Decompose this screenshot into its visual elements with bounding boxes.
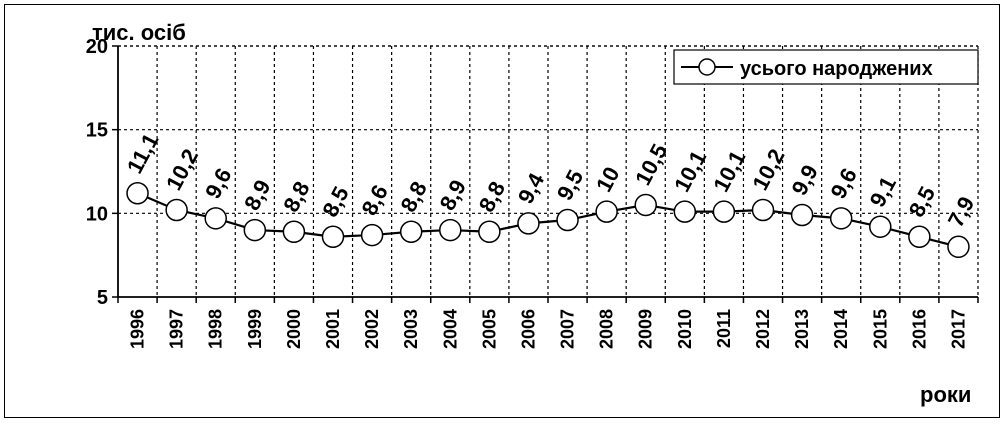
y-tick-labels: 5 10 15 20 [86,36,108,309]
x-tick-label: 1997 [167,309,187,349]
x-tick-label: 2000 [284,309,304,349]
data-point [478,220,501,243]
y-tick-label: 15 [86,120,108,142]
data-label: 9,1 [865,172,901,211]
data-label: 7,9 [943,192,979,231]
x-tick-label: 2001 [323,309,343,349]
x-tick-labels: 1996 1997 1998 1999 2000 2001 2002 2003 2004 2005… [128,309,969,349]
x-tick-label: 2016 [909,309,929,349]
data-point [439,218,462,242]
axes [112,45,979,303]
series-polyline [137,192,959,248]
data-label: 9,9 [786,161,822,200]
data-label: 9,6 [200,164,236,203]
data-point [360,223,384,247]
x-tick-label: 2010 [675,309,695,349]
x-tick-label: 2006 [518,309,538,349]
x-tick-label: 2007 [558,309,578,349]
x-tick-label: 1996 [128,309,148,349]
data-point [790,203,814,227]
x-tick-label: 2008 [597,309,617,349]
y-tick-label: 10 [86,203,108,225]
x-tick-label: 2009 [636,309,656,349]
data-label: 9,5 [552,166,588,205]
data-point [947,235,970,259]
data-label: 10,5 [630,140,672,190]
x-tick-label: 2017 [948,309,968,349]
data-label: 8,8 [474,177,510,216]
data-point [282,220,306,243]
data-label: 8,6 [356,181,392,220]
x-tick-label: 2011 [714,309,734,348]
data-label: 8,5 [904,182,940,221]
legend: усього народжених [673,49,979,85]
x-tick-label: 2004 [440,309,460,349]
data-point [751,198,775,222]
data-label: 8,8 [278,177,314,216]
series-markers [126,182,970,259]
data-label: 10,1 [669,146,711,196]
data-point [126,182,149,205]
x-tick-label: 2002 [362,309,382,349]
data-label: 10,1 [708,146,750,196]
series-line [137,192,959,248]
data-label: 8,9 [435,176,471,215]
x-tick-label: 2013 [792,309,812,349]
data-label: 8,8 [396,177,432,216]
y-tick-label: 20 [86,36,108,58]
x-axis-title: роки [920,382,971,407]
data-point [204,207,227,230]
data-point [399,220,423,243]
data-label: 10,2 [747,145,789,195]
data-point [321,225,345,249]
data-point [908,225,931,249]
legend-marker-sample [698,58,716,76]
data-point [517,212,540,235]
x-tick-label: 2005 [479,309,499,349]
data-point [243,218,267,242]
x-tick-label: 2015 [870,309,890,349]
data-point [595,200,618,223]
x-tick-label: 2012 [753,309,773,349]
y-axis-title: тис. осіб [92,20,186,45]
data-point [712,200,736,223]
x-tick-label: 1999 [245,309,265,349]
x-tick-label: 2014 [831,309,851,349]
data-label: 10 [591,163,625,196]
data-point [869,215,892,238]
data-label: 9,6 [826,164,862,203]
data-label: 9,4 [513,168,550,207]
data-point [556,208,579,232]
data-label: 8,5 [317,182,353,221]
data-point [829,207,853,230]
x-tick-label: 2003 [401,309,421,349]
data-point [673,200,697,223]
data-point [634,193,657,217]
x-tick-label: 1998 [206,309,226,349]
y-tick-label: 5 [97,287,108,309]
data-point [165,198,188,222]
legend-label: усього народжених [740,58,933,80]
data-label: 10,2 [161,145,203,195]
data-label: 8,9 [239,176,275,215]
